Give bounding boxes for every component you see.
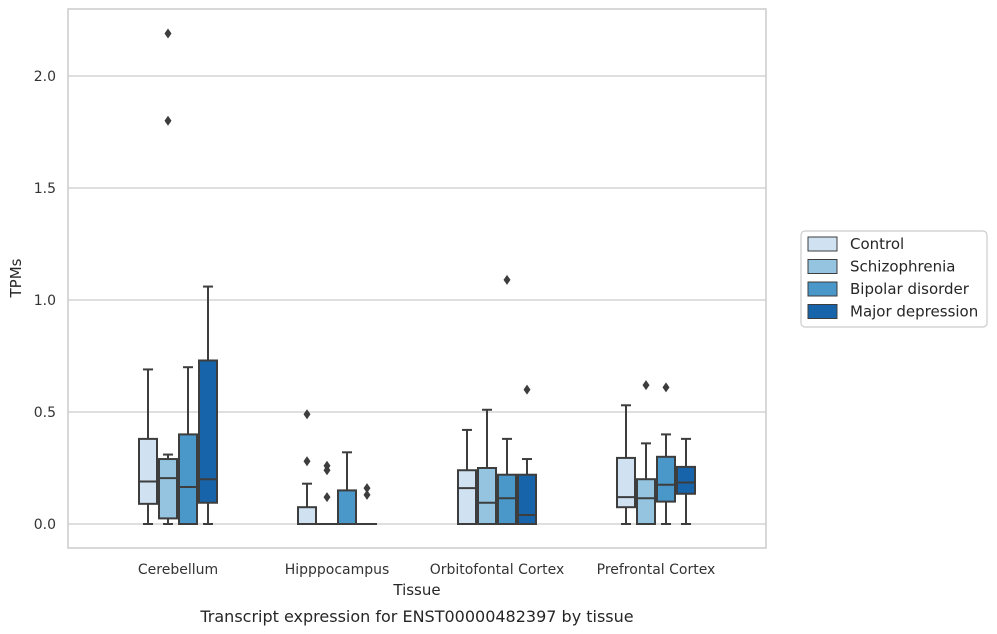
outlier-point <box>323 460 331 471</box>
box-body <box>158 458 178 520</box>
y-tick-label: 1.0 <box>34 293 56 309</box>
outlier-point <box>523 384 531 395</box>
box-body <box>636 478 656 526</box>
x-tick-label: Orbitofontal Cortex <box>430 562 565 578</box>
box-schizophrenia <box>477 408 497 525</box>
legend-frame <box>800 230 988 328</box>
box-body <box>457 469 477 525</box>
box-schizophrenia <box>158 28 178 525</box>
legend-label: Bipolar disorder <box>850 280 970 298</box>
box-body <box>656 455 676 503</box>
outlier-point <box>363 489 371 500</box>
x-tick-label: Hipppocampus <box>285 562 390 578</box>
box-major-depression <box>198 285 218 525</box>
x-axis-label: Tissue <box>392 581 440 599</box>
box-control <box>616 404 636 525</box>
box-body <box>676 465 696 495</box>
legend-label: Control <box>850 235 904 253</box>
y-tick-label: 0.0 <box>34 517 56 533</box>
x-tick-label: Prefrontal Cortex <box>597 562 716 578</box>
box-bipolar-disorder <box>656 382 676 525</box>
box-major-depression <box>357 483 377 526</box>
box-body <box>337 489 357 525</box>
outlier-point <box>164 115 172 126</box>
y-tick-label: 1.5 <box>34 181 56 197</box>
outlier-point <box>363 483 371 494</box>
box-control <box>297 409 317 526</box>
box-schizophrenia <box>636 380 656 526</box>
outlier-point <box>303 409 311 420</box>
outlier-point <box>662 382 670 393</box>
box-major-depression <box>676 437 696 525</box>
legend-swatch <box>807 304 838 319</box>
box-major-depression <box>517 384 537 525</box>
box-bipolar-disorder <box>178 366 198 525</box>
outlier-point <box>503 274 511 285</box>
box-body <box>616 456 636 509</box>
outlier-point <box>164 28 172 39</box>
box-schizophrenia <box>317 460 337 526</box>
chart-caption: Transcript expression for ENST0000048239… <box>199 607 633 626</box>
legend-swatch <box>807 281 838 297</box>
box-body <box>517 473 537 525</box>
box-control <box>457 428 477 525</box>
legend: Control Schizophrenia Bipolar disorder Majo… <box>800 230 988 328</box>
box-bipolar-disorder <box>497 274 517 525</box>
legend-label: Schizophrenia <box>850 258 955 276</box>
x-tick-label: Cerebellum <box>138 562 218 578</box>
box-body <box>477 467 497 525</box>
outlier-point <box>303 456 311 467</box>
legend-label: Major depression <box>850 303 978 321</box>
outlier-point <box>642 380 650 391</box>
box-body <box>497 473 517 525</box>
box-control <box>138 368 158 525</box>
y-tick-label: 0.5 <box>34 405 56 421</box>
box-body <box>178 433 198 525</box>
box-body <box>297 506 317 526</box>
box-body <box>198 359 218 504</box>
outlier-point <box>323 492 331 503</box>
y-axis-label: TPMs <box>7 258 25 298</box>
legend-swatch <box>807 259 838 274</box>
box-body <box>138 437 158 505</box>
box-bipolar-disorder <box>337 451 357 525</box>
legend-swatch <box>807 236 838 252</box>
y-tick-label: 2.0 <box>34 69 56 85</box>
